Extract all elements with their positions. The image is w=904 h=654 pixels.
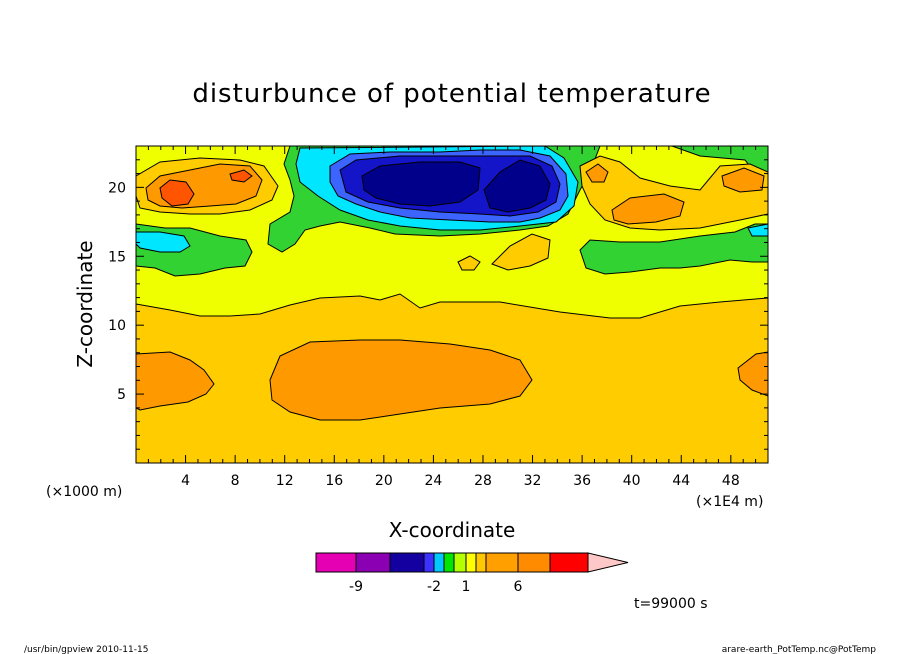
colorbar-label: 6 (514, 579, 523, 595)
contour-region-light-negative-right (747, 223, 768, 237)
contour-region-positive-center (491, 233, 551, 271)
y-tick-label: 10 (108, 318, 126, 334)
contour-region-positive-center-small (457, 255, 481, 271)
contour-region-far-negative-2 (483, 159, 551, 213)
contour-region-mid-positive-bottom-center (269, 339, 533, 421)
contour-region-mid-positive-bottom-right (737, 351, 768, 397)
colorbar-label: -2 (427, 579, 441, 595)
x-tick-label: 28 (474, 473, 492, 489)
colorbar-segment (423, 552, 435, 573)
x-axis-ticks: 4 8 12 16 20 24 28 32 36 40 44 48 (147, 146, 769, 489)
colorbar-segment (315, 552, 357, 573)
y-tick-label: 20 (108, 180, 126, 196)
contour-region-high-positive-left-small (229, 169, 253, 183)
contour-region-near-zero-right (579, 146, 768, 275)
x-axis-label: X-coordinate (389, 518, 516, 542)
colorbar-extend-arrow (587, 552, 629, 573)
x-tick-label: 24 (424, 473, 442, 489)
colorbar-segment (465, 552, 477, 573)
colorbar-segment (389, 552, 425, 573)
y-tick-label: 5 (117, 387, 126, 403)
colorbar-segment (485, 552, 519, 573)
x-tick-label: 4 (181, 473, 190, 489)
plot-frame (135, 145, 769, 464)
y-axis-unit: (×1000 m) (46, 484, 122, 500)
colorbar-segment (433, 552, 445, 573)
x-tick-label: 20 (375, 473, 393, 489)
x-tick-label: 8 (231, 473, 240, 489)
colorbar-label: -9 (349, 579, 363, 595)
x-tick-label: 44 (672, 473, 690, 489)
x-tick-label: 32 (524, 473, 542, 489)
x-tick-label: 40 (623, 473, 641, 489)
colorbar-segment (549, 552, 589, 573)
chart-title: disturbunce of potential temperature (192, 79, 711, 109)
x-tick-label: 48 (722, 473, 740, 489)
contour-region-mid-positive-bottom-left (136, 351, 215, 411)
x-axis-unit: (×1E4 m) (696, 494, 763, 510)
colorbar-segment (475, 552, 487, 573)
time-label: t=99000 s (634, 596, 708, 612)
colorbar-labels: -9 -2 1 6 (349, 579, 523, 595)
contour-plot-area (136, 146, 768, 463)
y-axis-label: Z-coordinate (73, 240, 97, 367)
contour-region-light-negative-left (136, 231, 191, 253)
x-tick-label: 36 (573, 473, 591, 489)
y-tick-label: 15 (108, 249, 126, 265)
colorbar-segment (453, 552, 467, 573)
x-tick-label: 12 (276, 473, 294, 489)
colorbar-segment (355, 552, 391, 573)
footer-left: /usr/bin/gpview 2010-11-15 (24, 645, 148, 654)
x-tick-label: 16 (325, 473, 343, 489)
footer-right: arare-earth_PotTemp.nc@PotTemp (722, 645, 877, 654)
colorbar-segment (517, 552, 551, 573)
y-axis-ticks: 5 10 15 20 (108, 159, 768, 450)
contour-region-far-negative-1 (361, 161, 481, 207)
contour-region-high-positive-left (159, 179, 195, 207)
contour-region-mid-positive-right-a (585, 163, 609, 183)
contour-region-mid-positive-right-c (721, 167, 765, 193)
colorbar-label: 1 (462, 579, 471, 595)
colorbar-segment (443, 552, 455, 573)
colorbar (315, 552, 629, 573)
contour-region-mid-positive-right-b (611, 193, 685, 225)
